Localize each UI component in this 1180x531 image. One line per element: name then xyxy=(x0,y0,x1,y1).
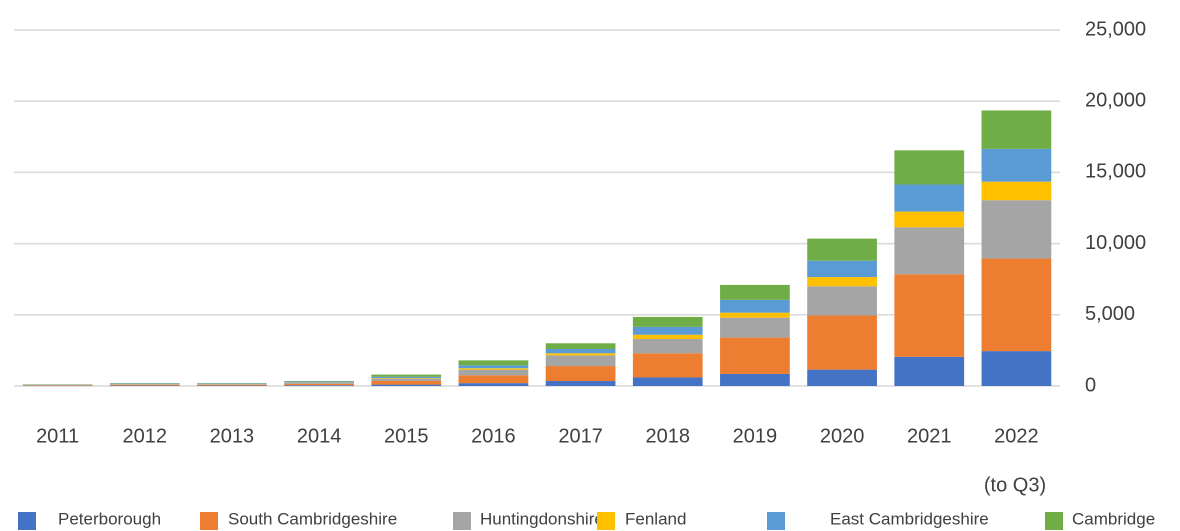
y-tick-label: 20,000 xyxy=(1085,89,1146,111)
y-tick-label: 10,000 xyxy=(1085,232,1146,254)
bar-segment xyxy=(109,384,180,386)
bar-segment xyxy=(371,376,442,379)
bar-segment xyxy=(371,384,442,386)
x-tick-label: 2019 xyxy=(733,425,778,447)
bar-segment xyxy=(720,337,790,374)
bar-segment xyxy=(632,334,703,340)
bar-segment xyxy=(632,377,703,386)
bar-segment xyxy=(458,375,529,384)
bar-segment xyxy=(371,381,442,385)
x-tick-label: 2015 xyxy=(384,425,429,447)
bar-segment xyxy=(632,316,703,327)
y-tick-label: 25,000 xyxy=(1085,18,1146,40)
x-tick-label: 2021 xyxy=(907,425,952,447)
legend-swatch xyxy=(200,512,218,530)
bar-segment xyxy=(981,351,1052,386)
y-tick-label: 15,000 xyxy=(1085,161,1146,183)
x-tick-label: 2017 xyxy=(558,425,603,447)
bar-segment xyxy=(371,378,442,379)
bar-segment xyxy=(197,384,267,386)
legend-label: Cambridge xyxy=(1072,509,1155,528)
bar-segment xyxy=(720,317,790,338)
y-tick-label: 5,000 xyxy=(1085,303,1135,325)
bar-segment xyxy=(807,286,877,316)
x-tick-label: 2018 xyxy=(646,425,691,447)
bar-segment xyxy=(720,299,790,313)
bar-segment xyxy=(458,368,529,370)
bar-segment xyxy=(807,277,877,287)
bar-segment xyxy=(807,238,877,261)
bar-segment xyxy=(545,348,616,354)
legend-label: Huntingdonshire xyxy=(480,509,604,528)
bar-segment xyxy=(981,200,1052,259)
legend-swatch xyxy=(453,512,471,530)
legend-label: East Cambridgeshire xyxy=(830,509,989,528)
bar-segment xyxy=(545,355,616,367)
bar-segment xyxy=(894,184,965,212)
bar-segment xyxy=(632,339,703,354)
note: (to Q3) xyxy=(984,474,1046,496)
bar-segment xyxy=(894,274,965,357)
legend-swatch xyxy=(18,512,36,530)
bar-segment xyxy=(807,260,877,278)
bar-segment xyxy=(894,150,965,185)
bar-segment xyxy=(894,356,965,386)
bar-segment xyxy=(109,384,180,385)
bar-segment xyxy=(284,383,354,386)
legend-label: Fenland xyxy=(625,509,686,528)
legend-label: Peterborough xyxy=(58,509,161,528)
bar-segment xyxy=(197,384,267,385)
bar-segment xyxy=(371,374,442,377)
bar-segment xyxy=(632,326,703,335)
bar-segment xyxy=(807,315,877,370)
y-tick-label: 0 xyxy=(1085,374,1096,396)
bar-segment xyxy=(458,360,529,366)
bar-segment xyxy=(545,353,616,356)
bar-segment xyxy=(894,227,965,275)
bar-segment xyxy=(720,284,790,300)
legend-swatch xyxy=(1045,512,1063,530)
x-tick-label: 2014 xyxy=(297,425,342,447)
bar-segment xyxy=(284,381,354,383)
x-tick-label: 2011 xyxy=(36,425,79,447)
bar-segment xyxy=(545,381,616,386)
bar-segment xyxy=(545,366,616,382)
bar-segment xyxy=(458,383,529,386)
bar-segment xyxy=(284,385,354,386)
bar-segment xyxy=(894,211,965,228)
bar-segment xyxy=(458,369,529,376)
bar-segment xyxy=(720,373,790,386)
x-tick-label: 2016 xyxy=(471,425,516,447)
x-tick-label: 2012 xyxy=(123,425,168,447)
bar-segment xyxy=(807,369,877,386)
x-tick-label: 2013 xyxy=(210,425,255,447)
bar-segment xyxy=(981,148,1052,182)
x-tick-label: 2022 xyxy=(994,425,1039,447)
bar-segment xyxy=(371,378,442,382)
bar-segment xyxy=(720,312,790,318)
bar-segment xyxy=(981,110,1052,149)
legend-swatch xyxy=(597,512,615,530)
legend-swatch xyxy=(767,512,785,530)
bar-segment xyxy=(981,258,1052,352)
legend-label: South Cambridgeshire xyxy=(228,509,397,528)
bar-segment xyxy=(981,181,1052,201)
bar-segment xyxy=(284,382,354,384)
bar-segment xyxy=(545,343,616,349)
bar-segment xyxy=(632,353,703,378)
bar-segment xyxy=(458,365,529,369)
bar-segment xyxy=(284,381,354,382)
x-tick-label: 2020 xyxy=(820,425,865,447)
bar-segment xyxy=(22,385,93,386)
